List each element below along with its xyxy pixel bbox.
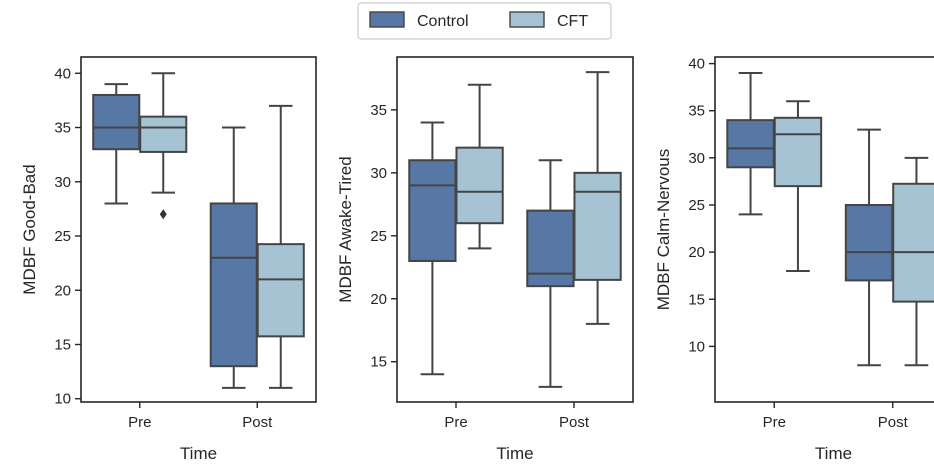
- panel-good-bad: 10 15 20 25 30 35 40 Pre Post Time MDBF Good-Bad: [20, 56, 317, 463]
- box-body: [573, 171, 622, 281]
- legend-label-cft: CFT: [557, 13, 588, 30]
- y-tick-label: 25: [688, 197, 705, 214]
- y-tick-label: 15: [370, 354, 387, 371]
- box-cft-post: [573, 71, 622, 325]
- box-body: [408, 159, 457, 262]
- y-tick-label: 20: [688, 244, 705, 261]
- y-tick-label: 10: [54, 391, 71, 408]
- y-tick-label: 30: [688, 150, 705, 167]
- y-tick-label: 20: [54, 282, 71, 299]
- y-tick-label: 30: [54, 174, 71, 191]
- y-tick-label: 35: [688, 103, 705, 120]
- x-tick-label: Pre: [763, 414, 786, 431]
- box-body: [92, 93, 141, 151]
- legend: Control CFT: [357, 2, 612, 40]
- y-tick-label: 25: [54, 228, 71, 245]
- y-tick-label: 40: [688, 56, 705, 73]
- x-tick-label: Pre: [128, 414, 151, 431]
- legend-swatch-control: [369, 11, 405, 28]
- y-tick-label: 40: [54, 65, 71, 82]
- box-body: [773, 116, 823, 188]
- x-tick-label: Post: [559, 414, 590, 431]
- y-tick-label: 10: [688, 338, 705, 355]
- plot-frame: [396, 56, 634, 403]
- legend-swatch-cft: [509, 11, 545, 28]
- y-tick-label: 20: [370, 291, 387, 308]
- y-tick-label: 35: [54, 120, 71, 137]
- plot-frame: [714, 56, 934, 403]
- box-body: [526, 209, 575, 288]
- plot-frame: [80, 56, 317, 403]
- box-cft-post: [892, 156, 934, 367]
- y-axis-label: MDBF Awake-Tired: [336, 156, 355, 302]
- box-body: [844, 203, 894, 282]
- legend-label-control: Control: [417, 13, 469, 30]
- x-tick-label: Post: [242, 414, 273, 431]
- box-cft-pre: [455, 83, 504, 250]
- box-body: [726, 119, 775, 169]
- panel-awake-tired: 15 20 25 30 35 Pre Post Time MDBF Awake-Tired: [336, 56, 634, 463]
- outlier-point: [159, 209, 167, 220]
- box-control-post: [209, 126, 258, 389]
- x-tick-label: Pre: [444, 414, 467, 431]
- x-axis-label: Time: [496, 444, 533, 463]
- legend-frame: [357, 2, 612, 40]
- y-tick-label: 15: [688, 291, 705, 308]
- box-cft-pre: [139, 72, 188, 220]
- y-tick-label: 35: [370, 102, 387, 119]
- box-control-post: [844, 128, 894, 367]
- box-control-post: [526, 159, 575, 388]
- y-tick-label: 30: [370, 165, 387, 182]
- panel-calm-nervous: 10 15 20 25 30 35 40 Pre Post Time MDBF Calm-Nervo…: [654, 56, 934, 463]
- box-control-pre: [726, 72, 775, 216]
- y-axis-label: MDBF Calm-Nervous: [654, 149, 673, 311]
- y-axis-label: MDBF Good-Bad: [20, 164, 39, 294]
- box-body: [139, 115, 188, 153]
- box-body: [209, 202, 258, 368]
- box-body: [455, 146, 504, 225]
- x-axis-label: Time: [180, 444, 217, 463]
- box-cft-post: [256, 104, 305, 389]
- x-axis-label: Time: [815, 444, 852, 463]
- box-body: [892, 182, 934, 303]
- box-body: [256, 243, 305, 338]
- box-cft-pre: [773, 100, 823, 272]
- y-tick-label: 15: [54, 337, 71, 354]
- x-tick-label: Post: [878, 414, 909, 431]
- box-control-pre: [408, 121, 457, 376]
- box-control-pre: [92, 83, 141, 205]
- y-tick-label: 25: [370, 228, 387, 245]
